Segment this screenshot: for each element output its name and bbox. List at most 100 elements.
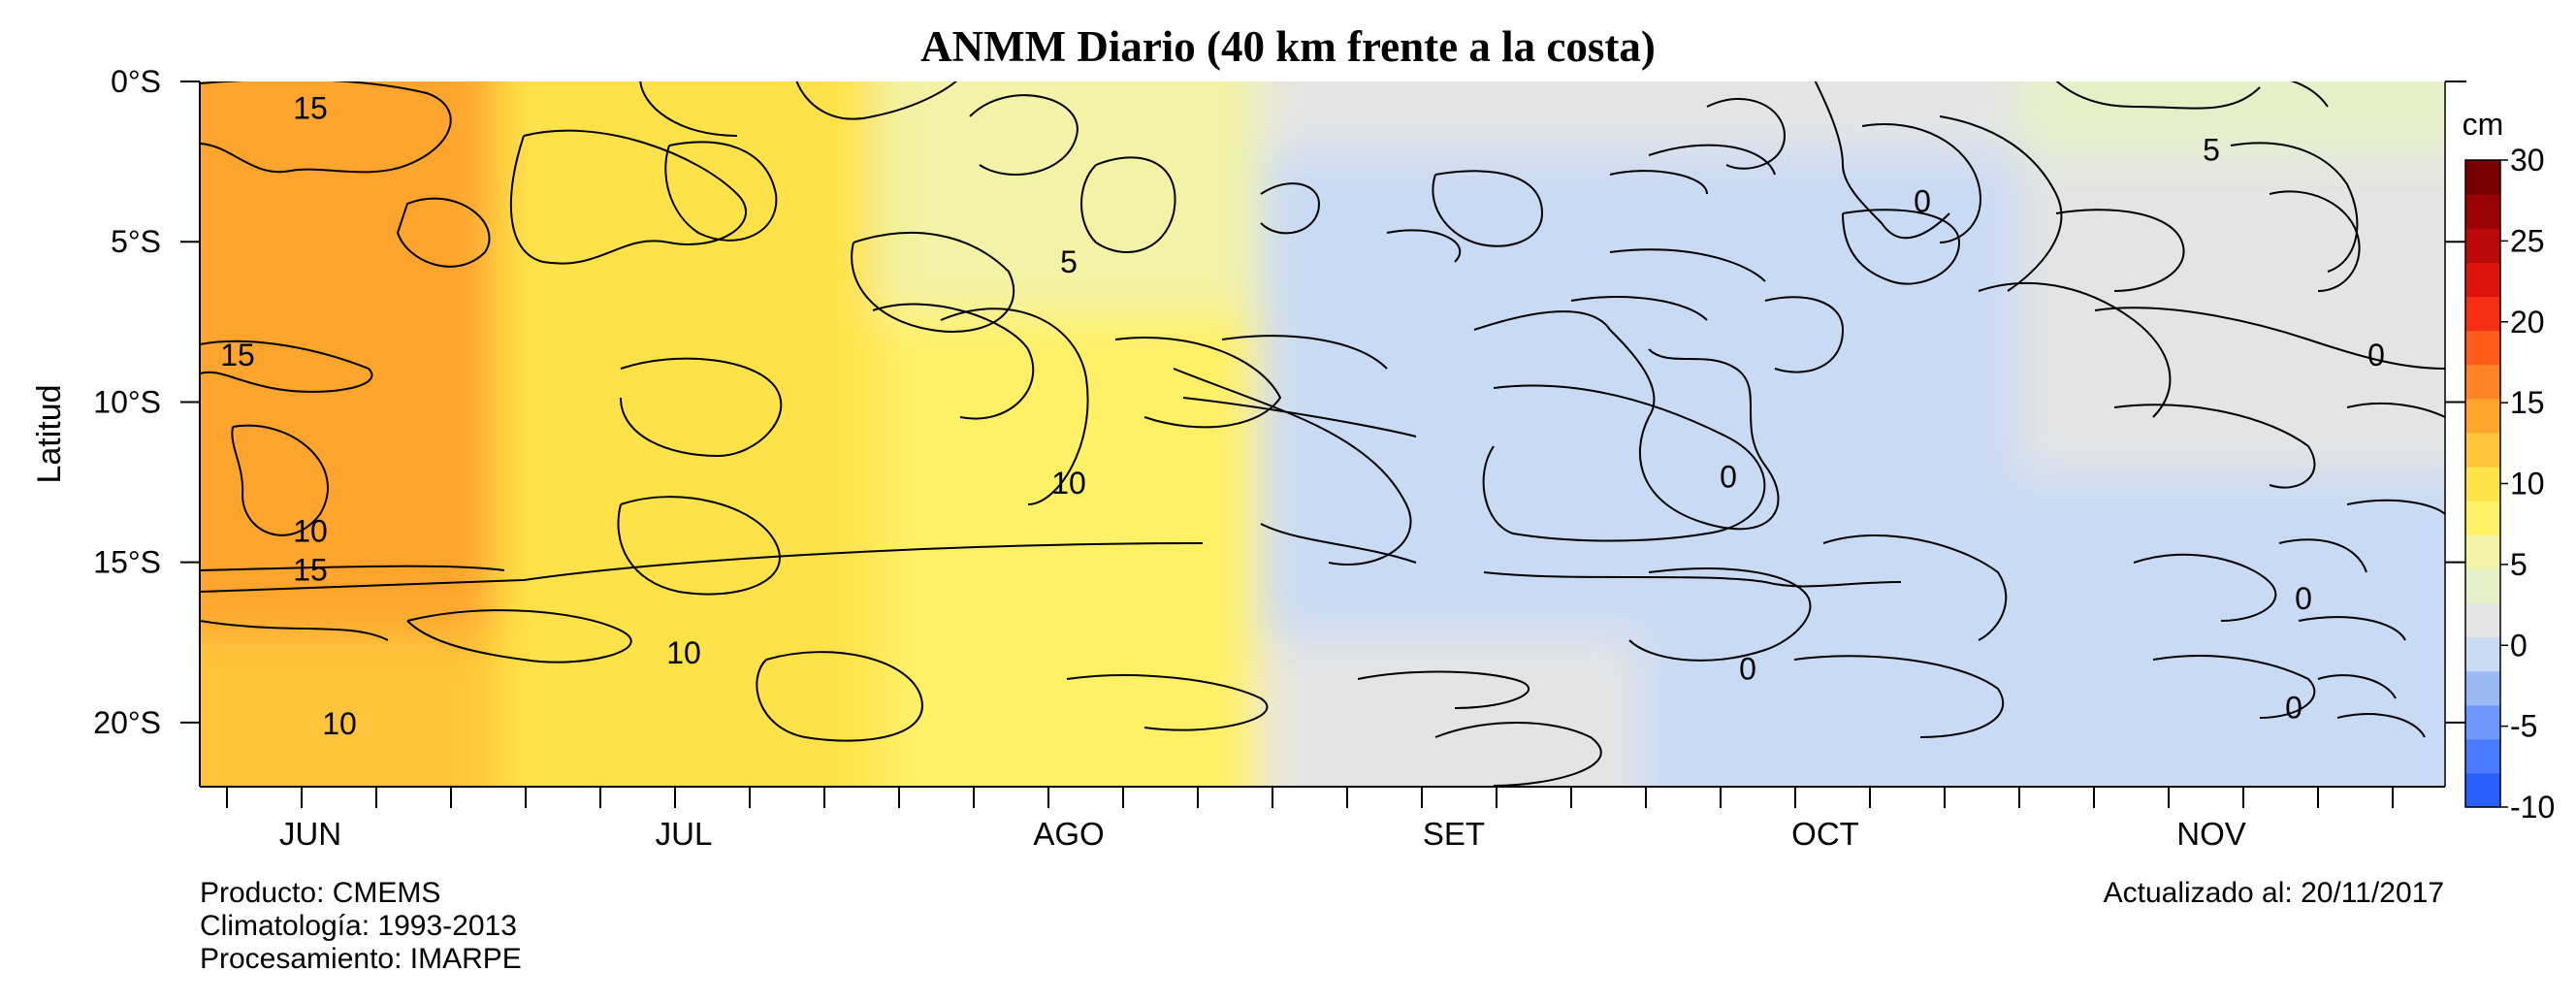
- heat-cell: [1261, 634, 1640, 787]
- footer-procesamiento: Procesamiento: IMARPE: [200, 943, 522, 975]
- colorbar-segment: [2465, 534, 2500, 569]
- contour-label: 0: [2285, 690, 2302, 725]
- heat-cell: [2018, 81, 2445, 170]
- contour-label: 10: [1051, 466, 1086, 501]
- footer-left: Producto: CMEMS Climatología: 1993-2013 …: [200, 877, 522, 976]
- heat-cell: [497, 634, 877, 787]
- contour-line: [2317, 674, 2397, 699]
- colorbar-tick-label: -10: [2510, 790, 2555, 825]
- x-tick-label: OCT: [1791, 816, 1859, 852]
- contour-line: [200, 542, 1204, 593]
- contour-line: [1173, 368, 1412, 566]
- colorbar-segment: [2465, 262, 2500, 298]
- contour-line: [2346, 402, 2445, 418]
- contour-line: [1432, 170, 1544, 247]
- heat-cell: [2018, 313, 2445, 491]
- y-tick-label: 15°S: [93, 545, 161, 580]
- colorbar-tick-label: 10: [2510, 467, 2545, 502]
- contour-line: [1764, 296, 1845, 373]
- contour-line: [509, 129, 747, 265]
- contour-line: [1482, 384, 1766, 542]
- contour-label: 0: [2295, 581, 2312, 616]
- contour-line: [1814, 81, 1950, 240]
- y-tick-label: 5°S: [111, 224, 161, 259]
- colorbar-segment: [2465, 636, 2500, 672]
- colorbar-tick-label: 0: [2510, 628, 2528, 663]
- contour-line: [851, 232, 1015, 333]
- contour-line: [1978, 281, 2172, 418]
- contour-line: [406, 609, 632, 663]
- x-tick-label: NOV: [2176, 816, 2246, 852]
- heat-cell: [1261, 313, 1640, 491]
- heat-cell: [1639, 473, 2018, 651]
- heat-cell: [1639, 153, 2018, 331]
- contour-line: [1386, 229, 1462, 263]
- heat-cell: [1639, 634, 2018, 787]
- contour-line: [2298, 616, 2406, 641]
- chart-title: ANMM Diario (40 km frente a la costa): [920, 22, 1656, 71]
- contour-line: [1473, 310, 1780, 531]
- contour-line: [1434, 722, 1602, 787]
- contour-line: [396, 197, 491, 268]
- contour-line: [200, 620, 389, 641]
- contour-label: 10: [322, 706, 357, 741]
- axes: JUN JUL AGO SET OCT NOV 0°S 5°S 10°S 15°S 20°S Lati…: [31, 64, 2466, 852]
- heat-cell: [876, 153, 1262, 331]
- contour-label: 15: [220, 338, 255, 372]
- colorbar-segment: [2465, 296, 2500, 332]
- colorbar-segment: [2465, 330, 2500, 366]
- heat-cell: [2018, 634, 2445, 787]
- contour-line: [2336, 713, 2426, 738]
- colorbar-tick-label: -5: [2510, 709, 2537, 744]
- heat-cell: [1639, 313, 2018, 491]
- contour-line: [2152, 655, 2316, 719]
- contour-line: [1822, 534, 2008, 641]
- contour-line: [664, 141, 778, 242]
- contour-line: [1628, 567, 1812, 662]
- heat-cell: [1261, 81, 1640, 170]
- contour-label: 0: [1739, 652, 1756, 687]
- colorbar-segment: [2465, 432, 2500, 468]
- contour-line: [2055, 81, 2261, 110]
- contour-line: [1609, 248, 1766, 282]
- contour-line: [620, 357, 783, 458]
- footer-producto: Producto: CMEMS: [200, 877, 441, 909]
- contour-line: [2113, 404, 2316, 489]
- colorbar-tick-label: 20: [2510, 305, 2545, 340]
- contour-line: [1706, 97, 1787, 170]
- contour-line: [231, 424, 329, 536]
- contour-line: [969, 94, 1079, 176]
- colorbar-tick-label: 25: [2510, 223, 2545, 258]
- y-axis-label: Latitud: [31, 384, 68, 483]
- contour-label: 15: [293, 90, 328, 125]
- x-tick-label: AGO: [1033, 816, 1104, 852]
- contour-line: [1080, 156, 1176, 253]
- contour-line: [756, 651, 923, 742]
- contour-label: 5: [2203, 132, 2220, 167]
- colorbar-segment: [2465, 160, 2500, 195]
- contour-line: [2269, 190, 2361, 292]
- contour-line: [2055, 209, 2185, 292]
- contour-label: 15: [293, 552, 328, 587]
- contour-line: [1066, 674, 1269, 731]
- colorbar-segment: [2465, 568, 2500, 603]
- contour-label: 0: [1914, 183, 1931, 218]
- contour-line: [1114, 337, 1282, 429]
- heat-cell: [876, 473, 1262, 651]
- contour-line: [639, 81, 738, 137]
- heat-cell: [497, 313, 877, 491]
- heat-cell: [1639, 81, 2018, 170]
- contour-line: [200, 340, 373, 393]
- colorbar-segment: [2465, 501, 2500, 535]
- contour-line: [2230, 142, 2359, 273]
- x-tick-label: SET: [1423, 816, 1485, 852]
- heat-cell: [2018, 473, 2445, 651]
- contour-line: [2094, 307, 2445, 370]
- colorbar-segment: [2465, 738, 2500, 774]
- contour-line: [1221, 335, 1388, 370]
- colorbar-segment: [2465, 228, 2500, 263]
- contour-lines: [200, 81, 2445, 787]
